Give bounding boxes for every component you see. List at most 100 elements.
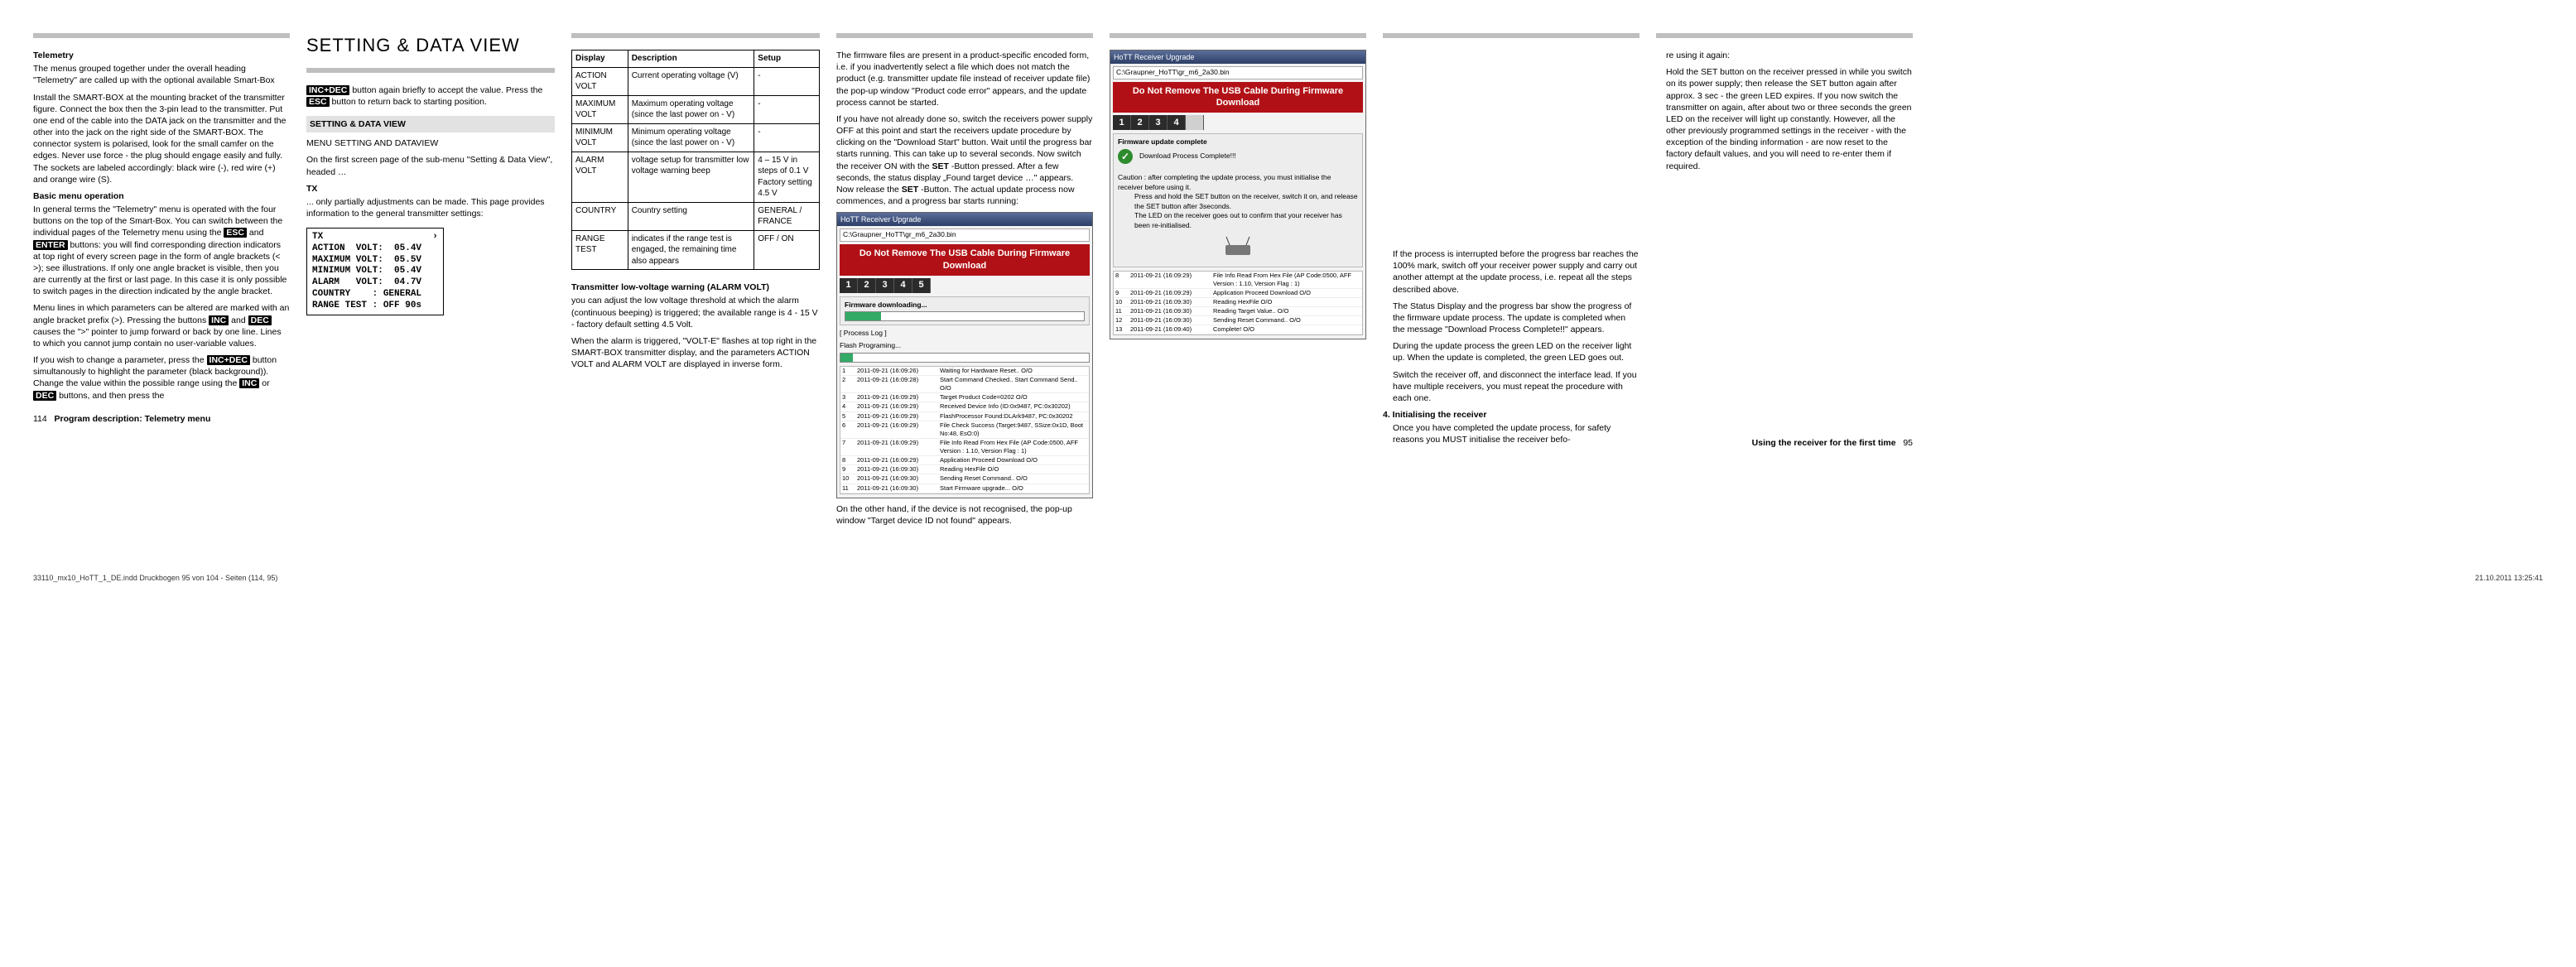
print-metadata: 33110_mx10_HoTT_1_DE.indd Druckbogen 95 … [0, 565, 2576, 599]
step-5: 5 [912, 278, 931, 293]
screenshot-downloading: HoTT Receiver Upgrade C:\Graupner_HoTT\g… [836, 212, 1093, 498]
tx-head: TX [306, 183, 555, 195]
ss1-fw-panel: Firmware downloading... [840, 296, 1090, 325]
incdec-key-2: INC+DEC [306, 85, 349, 95]
continue-para: INC+DEC button again briefly to accept t… [306, 84, 555, 108]
col4-p3: On the other hand, if the device is not … [836, 503, 1093, 527]
ss1-steps: 1 2 3 4 5 [840, 278, 1090, 293]
ss2-path: C:\Graupner_HoTT\gr_m6_2a30.bin [1113, 66, 1363, 79]
header-rule-2 [306, 68, 555, 73]
set-key-2: SET [902, 185, 918, 195]
ss2-caution2: Press and hold the SET button on the rec… [1118, 192, 1358, 211]
screenshot-complete: HoTT Receiver Upgrade C:\Graupner_HoTT\g… [1110, 50, 1366, 339]
log-row: 32011-09-21 (16:09:29)Target Product Cod… [840, 393, 1089, 402]
log-row: 92011-09-21 (16:09:29)Application Procee… [1114, 289, 1362, 298]
step-2b: 2 [1131, 115, 1149, 130]
meta-right: 21.10.2011 13:25:41 [2475, 573, 2543, 583]
init-head: 4. Initialising the receiver [1383, 409, 1639, 421]
col6-init-p1: Once you have completed the update proce… [1383, 422, 1639, 445]
meta-left: 33110_mx10_HoTT_1_DE.indd Druckbogen 95 … [33, 573, 277, 583]
alarm-volt-p1: you can adjust the low voltage threshold… [571, 295, 820, 330]
header-rule-5 [1110, 33, 1366, 38]
header-rule-4 [836, 33, 1093, 38]
ss2-log: 82011-09-21 (16:09:29)File Info Read Fro… [1113, 271, 1363, 336]
th-setup: Setup [754, 51, 820, 68]
ss1-fw-head: Firmware downloading... [845, 301, 1085, 310]
col6-p1: If the process is interrupted before the… [1383, 248, 1639, 296]
ss2-caution3: The LED on the receiver goes out to conf… [1118, 211, 1358, 230]
log-row: 22011-09-21 (16:09:28)Start Command Chec… [840, 376, 1089, 393]
step-1: 1 [840, 278, 858, 293]
receiver-icon [1221, 235, 1254, 260]
table-row: MINIMUM VOLTMinimum operating voltage (s… [572, 123, 820, 152]
log-row: 112011-09-21 (16:09:30)Reading Target Va… [1114, 307, 1362, 316]
log-row: 82011-09-21 (16:09:29)Application Procee… [840, 456, 1089, 465]
header-rule-7 [1656, 33, 1913, 38]
log-row: 102011-09-21 (16:09:30)Reading HexFile O… [1114, 298, 1362, 307]
check-icon: ✓ [1118, 149, 1133, 164]
step-1b: 1 [1113, 115, 1131, 130]
log-row: 42011-09-21 (16:09:29)Received Device In… [840, 402, 1089, 411]
ss1-proc-label: [ Process Log ] [840, 329, 1090, 338]
col7-p0: re using it again: [1656, 50, 1913, 61]
col2-p2: On the first screen page of the sub-menu… [306, 154, 555, 177]
ss2-caution1: Caution : after completing the update pr… [1118, 173, 1358, 192]
ss2-steps: 1 2 3 4 [1113, 115, 1363, 130]
log-row: 72011-09-21 (16:09:29)File Info Read Fro… [840, 439, 1089, 456]
esc-key-2: ESC [306, 97, 330, 107]
log-row: 92011-09-21 (16:09:30)Reading HexFile O/… [840, 465, 1089, 474]
col4-p2: If you have not already done so, switch … [836, 113, 1093, 207]
basic-para-1: In general terms the "Telemetry" menu is… [33, 204, 290, 297]
col7-p1: Hold the SET button on the receiver pres… [1656, 66, 1913, 172]
ss1-redbar: Do Not Remove The USB Cable During Firmw… [840, 244, 1090, 276]
ss2-complete-panel: Firmware update complete ✓ Download Proc… [1113, 133, 1363, 267]
ss2-redbar: Do Not Remove The USB Cable During Firmw… [1113, 82, 1363, 113]
incdec-key: INC+DEC [207, 355, 250, 365]
table-row: COUNTRYCountry settingGENERAL / FRANCE [572, 202, 820, 230]
column-3: Display Description Setup ACTION VOLTCur… [571, 33, 820, 532]
log-row: 132011-09-21 (16:09:40)Complete! O/O [1114, 325, 1362, 334]
basic-para-3: If you wish to change a parameter, press… [33, 354, 290, 402]
inc-key: INC [209, 315, 229, 325]
ss1-title: HoTT Receiver Upgrade [837, 213, 1092, 226]
th-description: Description [628, 51, 754, 68]
column-2: SETTING & DATA VIEW INC+DEC button again… [306, 33, 555, 532]
menu-setting-head: MENU SETTING AND DATAVIEW [306, 137, 555, 149]
log-row: 102011-09-21 (16:09:30)Sending Reset Com… [840, 474, 1089, 484]
ss2-complete-head: Firmware update complete [1118, 137, 1358, 147]
parameter-table: Display Description Setup ACTION VOLTCur… [571, 50, 820, 270]
column-1: Telemetry The menus grouped together und… [33, 33, 290, 532]
header-rule [33, 33, 290, 38]
ss2-title: HoTT Receiver Upgrade [1110, 51, 1365, 64]
header-rule-6 [1383, 33, 1639, 38]
telemetry-para-1: The menus grouped together under the ove… [33, 63, 290, 86]
dec-key-2: DEC [33, 391, 56, 401]
ss2-dl-ok: Download Process Complete!!! [1139, 152, 1236, 161]
column-6: If the process is interrupted before the… [1383, 33, 1639, 532]
column-7: re using it again: Hold the SET button o… [1656, 33, 1913, 532]
enter-key: ENTER [33, 240, 68, 250]
log-row: 62011-09-21 (16:09:29)File Check Success… [840, 421, 1089, 439]
header-rule-3 [571, 33, 820, 38]
lcd-display: TX › ACTION VOLT: 05.4V MAXIMUM VOLT: 05… [306, 228, 444, 315]
ss1-flash-label: Flash Programing... [840, 341, 1090, 362]
table-row: MAXIMUM VOLTMaximum operating voltage (s… [572, 95, 820, 123]
log-row: 52011-09-21 (16:09:29)FlashProcessor Fou… [840, 412, 1089, 421]
section-bar: SETTING & DATA VIEW [306, 116, 555, 132]
footer-right: Using the receiver for the first time 95 [1656, 437, 1913, 449]
basic-para-2: Menu lines in which parameters can be al… [33, 302, 290, 349]
col6-p2: The Status Display and the progress bar … [1383, 301, 1639, 336]
basic-menu-heading: Basic menu operation [33, 190, 290, 202]
step-5b-inactive [1186, 115, 1204, 130]
column-5: HoTT Receiver Upgrade C:\Graupner_HoTT\g… [1110, 33, 1366, 532]
dec-key: DEC [248, 315, 272, 325]
col2-p3: ... only partially adjustments can be ma… [306, 196, 555, 219]
log-row: 82011-09-21 (16:09:29)File Info Read Fro… [1114, 272, 1362, 289]
col4-p1: The firmware files are present in a prod… [836, 50, 1093, 108]
page-title: SETTING & DATA VIEW [306, 33, 555, 58]
ss1-log: 12011-09-21 (16:09:26)Waiting for Hardwa… [840, 366, 1090, 494]
step-3: 3 [876, 278, 894, 293]
step-3b: 3 [1149, 115, 1168, 130]
step-4b: 4 [1168, 115, 1186, 130]
log-row: 122011-09-21 (16:09:30)Sending Reset Com… [1114, 316, 1362, 325]
